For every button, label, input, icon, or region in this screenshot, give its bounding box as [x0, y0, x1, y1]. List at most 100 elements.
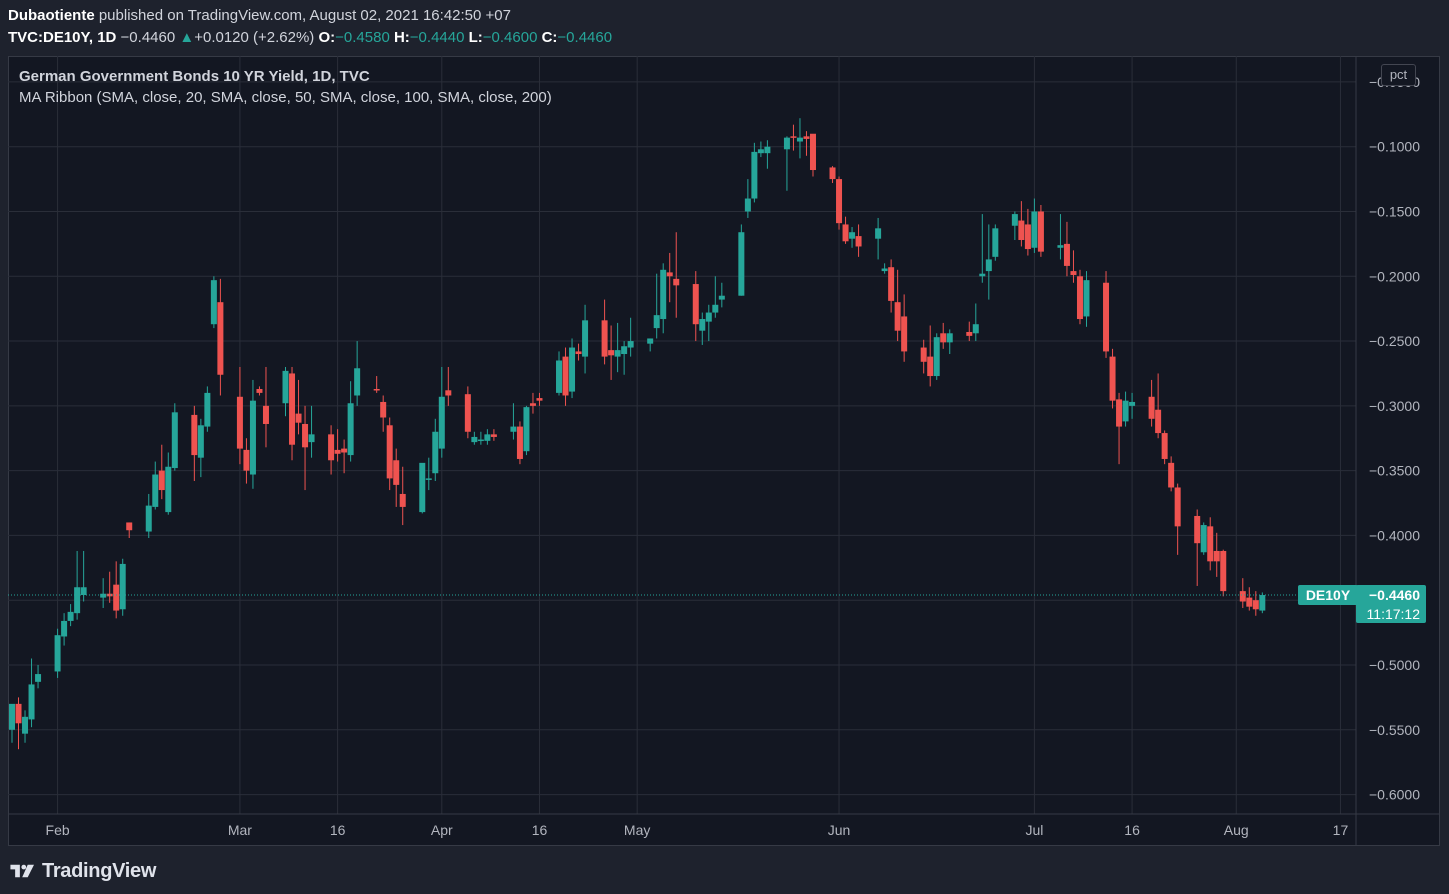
close-label: C: — [541, 29, 558, 46]
author-name[interactable]: Dubaotiente — [8, 7, 95, 24]
candle-body — [484, 434, 491, 441]
candle-body — [1259, 595, 1266, 611]
x-tick-label: Mar — [228, 822, 252, 838]
candle-body — [243, 449, 250, 471]
candle-body — [1024, 224, 1031, 250]
candle-body — [920, 347, 927, 362]
candle-body — [197, 425, 204, 458]
candle-body — [510, 426, 517, 432]
y-tick-label: −0.1500 — [1369, 203, 1420, 219]
candle-body — [419, 462, 426, 513]
candle-body — [399, 493, 406, 507]
candle-body — [529, 403, 536, 406]
candle-body — [972, 324, 979, 334]
candle-body — [80, 587, 87, 596]
candle-body — [836, 179, 843, 224]
unit-button[interactable]: pct — [1381, 64, 1416, 86]
candle-body — [145, 505, 152, 532]
candle-body — [764, 146, 771, 154]
candle-body — [699, 319, 706, 331]
candle-body — [165, 466, 172, 513]
candle-body — [523, 407, 530, 452]
countdown-text: 11:17:12 — [1367, 606, 1421, 622]
candle-body — [1239, 591, 1246, 602]
chart-canvas[interactable]: −0.0500−0.1000−0.1500−0.2000−0.2500−0.30… — [8, 56, 1440, 846]
x-tick-label: May — [624, 822, 650, 838]
candle-body — [842, 224, 849, 242]
x-tick-label: 16 — [1124, 822, 1140, 838]
candle-body — [393, 460, 400, 485]
candle-body — [1207, 526, 1214, 562]
published-text: published on TradingView.com, August 02,… — [98, 7, 511, 24]
candle-body — [1161, 433, 1168, 459]
candle-body — [809, 133, 816, 171]
candle-body — [1116, 399, 1123, 427]
candle-body — [445, 390, 452, 396]
candle-body — [425, 478, 432, 480]
y-tick-label: −0.5000 — [1369, 657, 1420, 673]
candle-body — [582, 320, 589, 357]
candle-body — [881, 268, 888, 272]
y-tick-label: −0.3500 — [1369, 463, 1420, 479]
candle-body — [1070, 271, 1077, 275]
candle-body — [875, 228, 882, 239]
candle-body — [673, 278, 680, 286]
candle-body — [432, 431, 439, 474]
candle-body — [295, 413, 302, 423]
candle-body — [289, 373, 296, 445]
candle-body — [1011, 214, 1018, 226]
candle-body — [660, 269, 667, 320]
x-tick-label: Jul — [1025, 822, 1043, 838]
candle-body — [849, 232, 856, 239]
candle-body — [113, 584, 120, 611]
close-value: −0.4460 — [557, 29, 613, 46]
open-label: O: — [318, 29, 336, 46]
candle-body — [236, 396, 243, 449]
candle-body — [477, 439, 484, 442]
candle-body — [966, 331, 973, 336]
candle-body — [152, 474, 159, 507]
y-tick-label: −0.3000 — [1369, 398, 1420, 414]
candle-body — [601, 320, 608, 357]
candle-body — [1018, 220, 1025, 240]
candle-body — [256, 389, 263, 393]
candle-body — [692, 284, 699, 325]
candle-body — [9, 703, 15, 730]
candle-body — [575, 351, 582, 355]
candle-body — [302, 423, 309, 448]
candle-body — [1194, 515, 1201, 544]
candle-body — [61, 620, 68, 637]
price-tag-value: −0.4460 — [1369, 587, 1420, 603]
candle-body — [1155, 409, 1162, 434]
candle-body — [119, 563, 126, 610]
candle-body — [796, 137, 803, 142]
chart-legend-title[interactable]: German Government Bonds 10 YR Yield, 1D,… — [19, 68, 370, 85]
candle-body — [67, 611, 74, 621]
candle-body — [262, 405, 269, 424]
y-tick-label: −0.2500 — [1369, 333, 1420, 349]
candle-body — [1174, 487, 1181, 527]
candle-body — [438, 396, 445, 449]
candle-body — [386, 425, 393, 479]
candle-body — [1213, 550, 1220, 562]
candle-body — [992, 228, 999, 257]
candle-body — [653, 315, 660, 329]
candle-body — [894, 302, 901, 331]
candle-body — [334, 449, 341, 454]
candle-body — [705, 312, 712, 322]
candle-body — [940, 333, 947, 343]
indicator-legend[interactable]: MA Ribbon (SMA, close, 20, SMA, close, 5… — [19, 89, 552, 106]
candle-body — [516, 426, 523, 459]
open-value: −0.4580 — [335, 29, 390, 46]
candle-body — [15, 703, 22, 724]
candle-body — [562, 356, 569, 396]
candle-body — [28, 684, 35, 720]
low-label: L: — [468, 29, 483, 46]
up-triangle-icon: ▲ — [179, 29, 195, 46]
candle-body — [249, 400, 256, 475]
candle-body — [718, 295, 725, 300]
x-tick-label: Jun — [828, 822, 851, 838]
y-tick-label: −0.5500 — [1369, 722, 1420, 738]
x-tick-label: Feb — [46, 822, 70, 838]
change-value: +0.0120 (+2.62%) — [194, 29, 315, 46]
